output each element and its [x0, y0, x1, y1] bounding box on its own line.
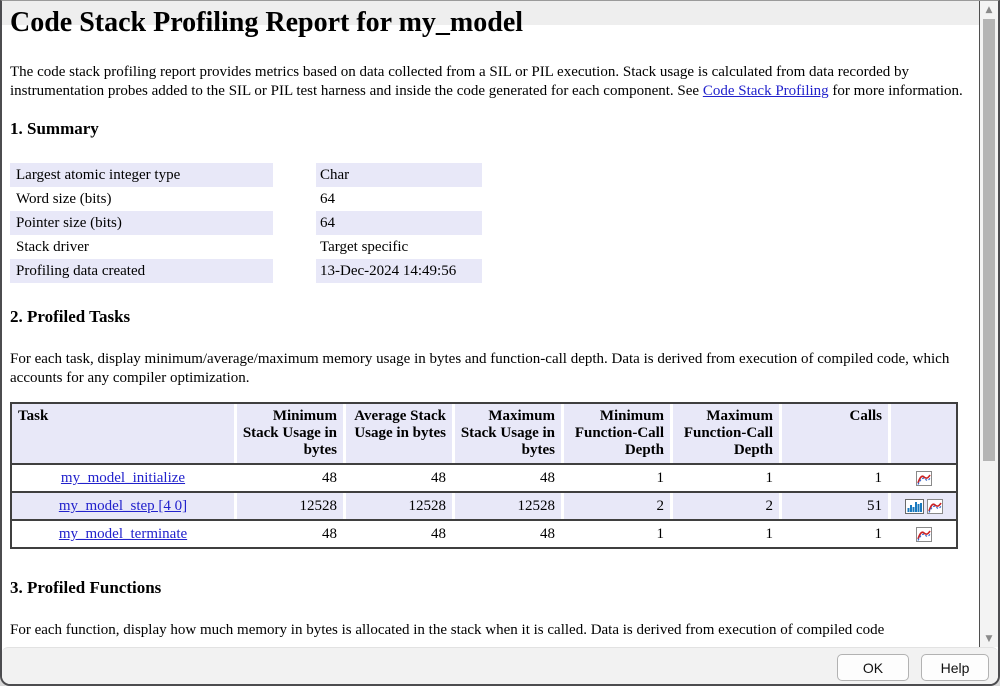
- max-depth-cell: 2: [670, 493, 779, 519]
- col-header-task: Task: [12, 404, 234, 463]
- calls-cell: 1: [779, 521, 888, 547]
- task-cell: my_model_terminate: [12, 521, 234, 547]
- summary-label: Largest atomic integer type: [10, 163, 273, 187]
- task-link-terminate[interactable]: my_model_terminate: [58, 526, 188, 542]
- summary-gap: [273, 259, 316, 283]
- scrollbar-thumb[interactable]: [983, 19, 995, 461]
- summary-gap: [273, 235, 316, 259]
- summary-row: Pointer size (bits) 64: [10, 211, 967, 235]
- calls-cell: 51: [779, 493, 888, 519]
- summary-row: Stack driver Target specific: [10, 235, 967, 259]
- intro-text-after: for more information.: [828, 82, 963, 99]
- task-link-step[interactable]: my_model_step [4 0]: [58, 498, 188, 514]
- intro-text-before: The code stack profiling report provides…: [10, 64, 909, 99]
- line-plot-icon[interactable]: [915, 470, 932, 486]
- functions-description: For each function, display how much memo…: [10, 622, 885, 638]
- tasks-table-header-row: Task Minimum Stack Usage in bytes Averag…: [12, 404, 956, 463]
- summary-gap: [273, 187, 316, 211]
- summary-label: Profiling data created: [10, 259, 273, 283]
- summary-gap: [273, 211, 316, 235]
- task-cell: my_model_step [4 0]: [12, 493, 234, 519]
- tasks-heading: 2. Profiled Tasks: [10, 307, 131, 326]
- avg-stack-cell: 48: [343, 465, 452, 491]
- calls-cell: 1: [779, 465, 888, 491]
- page-title: Code Stack Profiling Report for my_model: [10, 7, 524, 38]
- summary-value: 13-Dec-2024 14:49:56: [316, 259, 482, 283]
- summary-row: Largest atomic integer type Char: [10, 163, 967, 187]
- dialog-button-bar: OK Help: [2, 647, 998, 684]
- avg-stack-cell: 48: [343, 521, 452, 547]
- report-content: Code Stack Profiling Report for my_model…: [2, 1, 979, 647]
- task-row-step: my_model_step [4 0] 12528 12528 12528 2 …: [12, 491, 956, 519]
- summary-label: Stack driver: [16, 238, 89, 255]
- task-row-terminate: my_model_terminate 48 48 48 1 1 1: [12, 519, 956, 547]
- tasks-description: For each task, display minimum/average/m…: [10, 351, 950, 386]
- plot-links-cell: [888, 493, 956, 519]
- line-plot-icon[interactable]: [915, 526, 932, 542]
- min-stack-cell: 48: [234, 465, 343, 491]
- vertical-scrollbar[interactable]: ▲ ▼: [979, 1, 998, 647]
- min-stack-cell: 48: [234, 521, 343, 547]
- col-header-plots: [888, 404, 956, 463]
- help-button[interactable]: Help: [921, 654, 989, 681]
- task-link-initialize[interactable]: my_model_initialize: [60, 470, 186, 486]
- col-header-max-stack: Maximum Stack Usage in bytes: [452, 404, 561, 463]
- plot-links-cell: [888, 465, 956, 491]
- min-stack-cell: 12528: [234, 493, 343, 519]
- functions-heading: 3. Profiled Functions: [10, 578, 162, 597]
- avg-stack-cell: 12528: [343, 493, 452, 519]
- scroll-up-icon[interactable]: ▲: [985, 5, 993, 15]
- title-band: [2, 1, 979, 25]
- plot-links-cell: [888, 521, 956, 547]
- summary-value: Char: [316, 163, 482, 187]
- max-stack-cell: 12528: [452, 493, 561, 519]
- summary-label: Word size (bits): [16, 190, 112, 207]
- summary-value: 64: [320, 190, 335, 207]
- max-stack-cell: 48: [452, 465, 561, 491]
- col-header-min-stack: Minimum Stack Usage in bytes: [234, 404, 343, 463]
- line-plot-icon[interactable]: [926, 498, 943, 514]
- task-cell: my_model_initialize: [12, 465, 234, 491]
- histogram-icon[interactable]: [904, 498, 924, 514]
- summary-gap: [273, 163, 316, 187]
- summary-value: Target specific: [320, 238, 409, 255]
- max-stack-cell: 48: [452, 521, 561, 547]
- profiled-tasks-table: Task Minimum Stack Usage in bytes Averag…: [10, 402, 958, 549]
- summary-row: Word size (bits) 64: [10, 187, 967, 211]
- code-stack-profiling-link[interactable]: Code Stack Profiling: [702, 82, 829, 99]
- summary-table: Largest atomic integer type Char Word siz…: [10, 163, 967, 283]
- intro-paragraph: The code stack profiling report provides…: [10, 63, 967, 100]
- col-header-min-depth: Minimum Function-Call Depth: [561, 404, 670, 463]
- col-header-avg-stack: Average Stack Usage in bytes: [343, 404, 452, 463]
- max-depth-cell: 1: [670, 465, 779, 491]
- min-depth-cell: 1: [561, 521, 670, 547]
- task-row-initialize: my_model_initialize 48 48 48 1 1 1: [12, 463, 956, 491]
- min-depth-cell: 1: [561, 465, 670, 491]
- scroll-down-icon[interactable]: ▼: [985, 634, 993, 644]
- min-depth-cell: 2: [561, 493, 670, 519]
- summary-label: Pointer size (bits): [10, 211, 273, 235]
- summary-heading: 1. Summary: [10, 119, 99, 138]
- summary-value: 64: [316, 211, 482, 235]
- summary-row: Profiling data created 13-Dec-2024 14:49:…: [10, 259, 967, 283]
- col-header-calls: Calls: [779, 404, 888, 463]
- max-depth-cell: 1: [670, 521, 779, 547]
- col-header-max-depth: Maximum Function-Call Depth: [670, 404, 779, 463]
- ok-button[interactable]: OK: [837, 654, 909, 681]
